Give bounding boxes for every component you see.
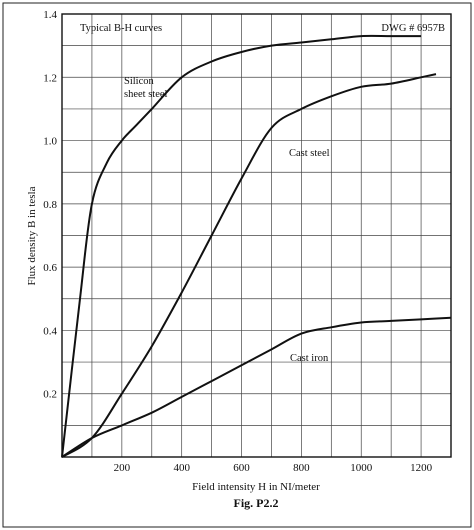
y-tick-labels: 0.2 0.4 0.6 0.8 1.0 1.2 1.4 <box>43 9 57 401</box>
series-line-silicon-sheet-steel <box>61 34 422 458</box>
y-tick-label: 1.2 <box>43 72 57 84</box>
x-tick-label: 400 <box>173 462 190 474</box>
x-tick-label: 800 <box>293 462 310 474</box>
y-tick-label: 0.2 <box>43 389 57 401</box>
plot-area <box>61 13 452 458</box>
x-tick-label: 1200 <box>410 462 433 474</box>
grid <box>62 14 451 457</box>
annotation-silicon: Silicon <box>124 76 155 87</box>
y-axis-label: Flux density B in tesla <box>26 186 38 285</box>
x-axis-label: Field intensity H in NI/meter <box>192 481 320 493</box>
annotation-cast-steel: Cast steel <box>289 148 330 159</box>
y-tick-label: 1.4 <box>43 9 57 21</box>
x-tick-label: 1000 <box>350 462 373 474</box>
drawing-number: DWG # 6957B <box>381 23 445 34</box>
series-line-cast-steel <box>61 73 437 458</box>
annotation-sheet-steel: sheet steel <box>124 89 168 100</box>
figure-caption: Fig. P2.2 <box>234 496 279 510</box>
x-tick-label: 200 <box>114 462 131 474</box>
x-tick-label: 600 <box>233 462 250 474</box>
annotation-cast-iron: Cast iron <box>290 353 329 364</box>
series-line-cast-iron <box>61 316 452 458</box>
y-tick-label: 0.4 <box>43 325 57 337</box>
chart-title: Typical B-H curves <box>80 23 162 34</box>
x-tick-labels: 200 400 600 800 1000 1200 <box>114 462 433 474</box>
y-tick-label: 0.8 <box>43 199 57 211</box>
y-tick-label: 1.0 <box>43 136 57 148</box>
y-tick-label: 0.6 <box>43 262 57 274</box>
curves <box>61 34 452 458</box>
